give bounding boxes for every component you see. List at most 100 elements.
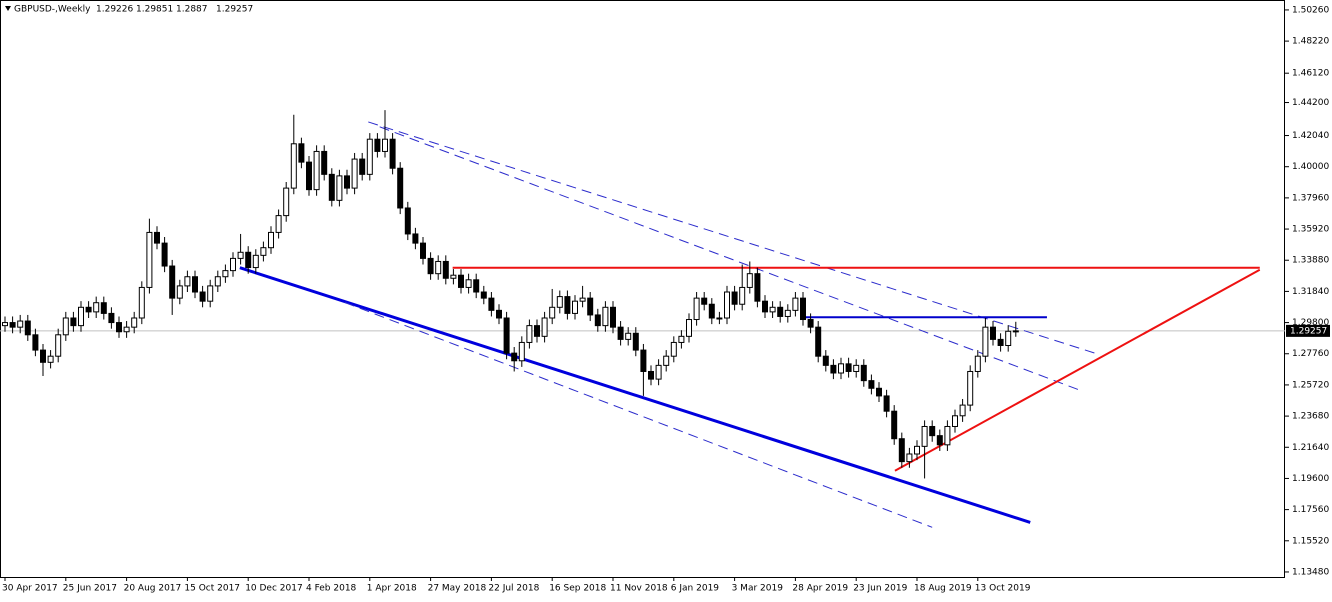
y-tick-label: 1.48220 [1292, 37, 1329, 47]
high-value: 1.29851 [136, 5, 173, 15]
candle-body [891, 410, 898, 440]
candle-body [176, 285, 183, 299]
candle-body [268, 231, 274, 249]
x-tick-label: 10 Dec 2017 [245, 584, 303, 594]
chart-title: GBPUSD-,Weekly [14, 5, 91, 15]
x-tick-label: 1 Apr 2018 [367, 584, 417, 594]
y-tick-label: 1.25720 [1292, 380, 1329, 390]
candle-body [800, 297, 806, 321]
candle-body [420, 242, 426, 259]
x-tick-label: 3 Mar 2019 [732, 584, 784, 594]
x-tick-label: 11 Nov 2018 [610, 584, 668, 594]
candle-body [906, 453, 913, 463]
candle-body [807, 319, 814, 328]
candle-body [929, 425, 936, 437]
y-tick-label: 1.37960 [1292, 193, 1329, 203]
candle-body [458, 274, 464, 288]
candle-body [655, 364, 662, 380]
candle-body [382, 138, 388, 152]
candle-body [435, 260, 442, 275]
candle-body [990, 326, 996, 340]
candle-body [952, 415, 958, 427]
candle-body [967, 370, 974, 406]
candle-body [678, 335, 685, 343]
candle-body [686, 319, 692, 337]
candle-body [784, 309, 791, 317]
candle-body [716, 317, 723, 320]
y-tick-label: 1.40000 [1292, 162, 1329, 172]
candle-body [746, 273, 753, 288]
candle-body [123, 326, 130, 333]
candle-body [32, 334, 39, 351]
candle-body [412, 233, 419, 244]
x-tick-label: 15 Oct 2017 [184, 584, 240, 594]
candle-body [511, 352, 518, 362]
x-tick-label: 28 Apr 2019 [792, 584, 848, 594]
candle-body [670, 341, 677, 357]
close-value: 1.29257 [216, 5, 253, 15]
candle-body [442, 260, 449, 279]
candle-body [1012, 330, 1019, 333]
candle-body [594, 314, 601, 327]
trend-line [368, 121, 1101, 356]
candle-body [275, 215, 282, 233]
y-tick-label: 1.27760 [1292, 349, 1329, 359]
candle-body [845, 363, 852, 372]
candle-body [792, 297, 799, 311]
low-value: 1.2887 [176, 5, 208, 15]
candle-body [731, 291, 738, 305]
candle-body [822, 355, 829, 366]
candle-body [496, 309, 502, 319]
price-tag [1286, 324, 1330, 337]
candle-body [184, 276, 191, 287]
candle-body [237, 251, 244, 259]
candle-body [260, 247, 267, 256]
candle-body [1005, 330, 1012, 346]
candle-body [290, 143, 297, 189]
x-tick-label: 22 Jul 2018 [488, 584, 539, 594]
y-tick-label: 1.29800 [1292, 318, 1329, 328]
candle-body [93, 302, 100, 313]
trend-line [239, 266, 1031, 524]
candle-body [587, 297, 594, 316]
candle-body [838, 363, 844, 374]
candle-body [404, 207, 411, 235]
trend-line [379, 126, 1079, 390]
candle-body [693, 297, 700, 321]
candle-body [959, 404, 966, 417]
candle-body [974, 355, 981, 372]
candle-body [9, 322, 16, 328]
x-tick-label: 23 Jun 2019 [853, 584, 907, 594]
candle-body [625, 332, 632, 340]
candle-body [549, 306, 556, 319]
candle-body [55, 334, 62, 357]
candle-body [313, 150, 320, 191]
candle-body [602, 306, 609, 327]
candle-body [199, 291, 206, 302]
candle-body [359, 158, 366, 175]
candle-body [70, 317, 77, 327]
candle-body [868, 380, 875, 389]
candle-body [518, 341, 525, 362]
candle-body [146, 231, 153, 288]
candle-body [450, 274, 457, 279]
candle-body [610, 306, 616, 328]
y-tick-label: 1.42040 [1292, 131, 1329, 141]
x-tick-label: 30 Apr 2017 [2, 584, 58, 594]
candle-body [306, 161, 312, 191]
candle-body [853, 364, 860, 372]
candle-body [830, 364, 837, 374]
candle-body [572, 300, 578, 314]
candle-body [473, 279, 480, 293]
candle-body [526, 325, 533, 343]
candle-body [47, 355, 54, 363]
candle-body [366, 138, 373, 175]
trend-line [894, 268, 1261, 472]
candle-body [762, 300, 768, 313]
candle-body [78, 306, 84, 327]
open-value: 1.29226 [96, 5, 133, 15]
candle-body [108, 312, 115, 324]
candle-body [344, 175, 350, 189]
candle-body [914, 445, 920, 455]
